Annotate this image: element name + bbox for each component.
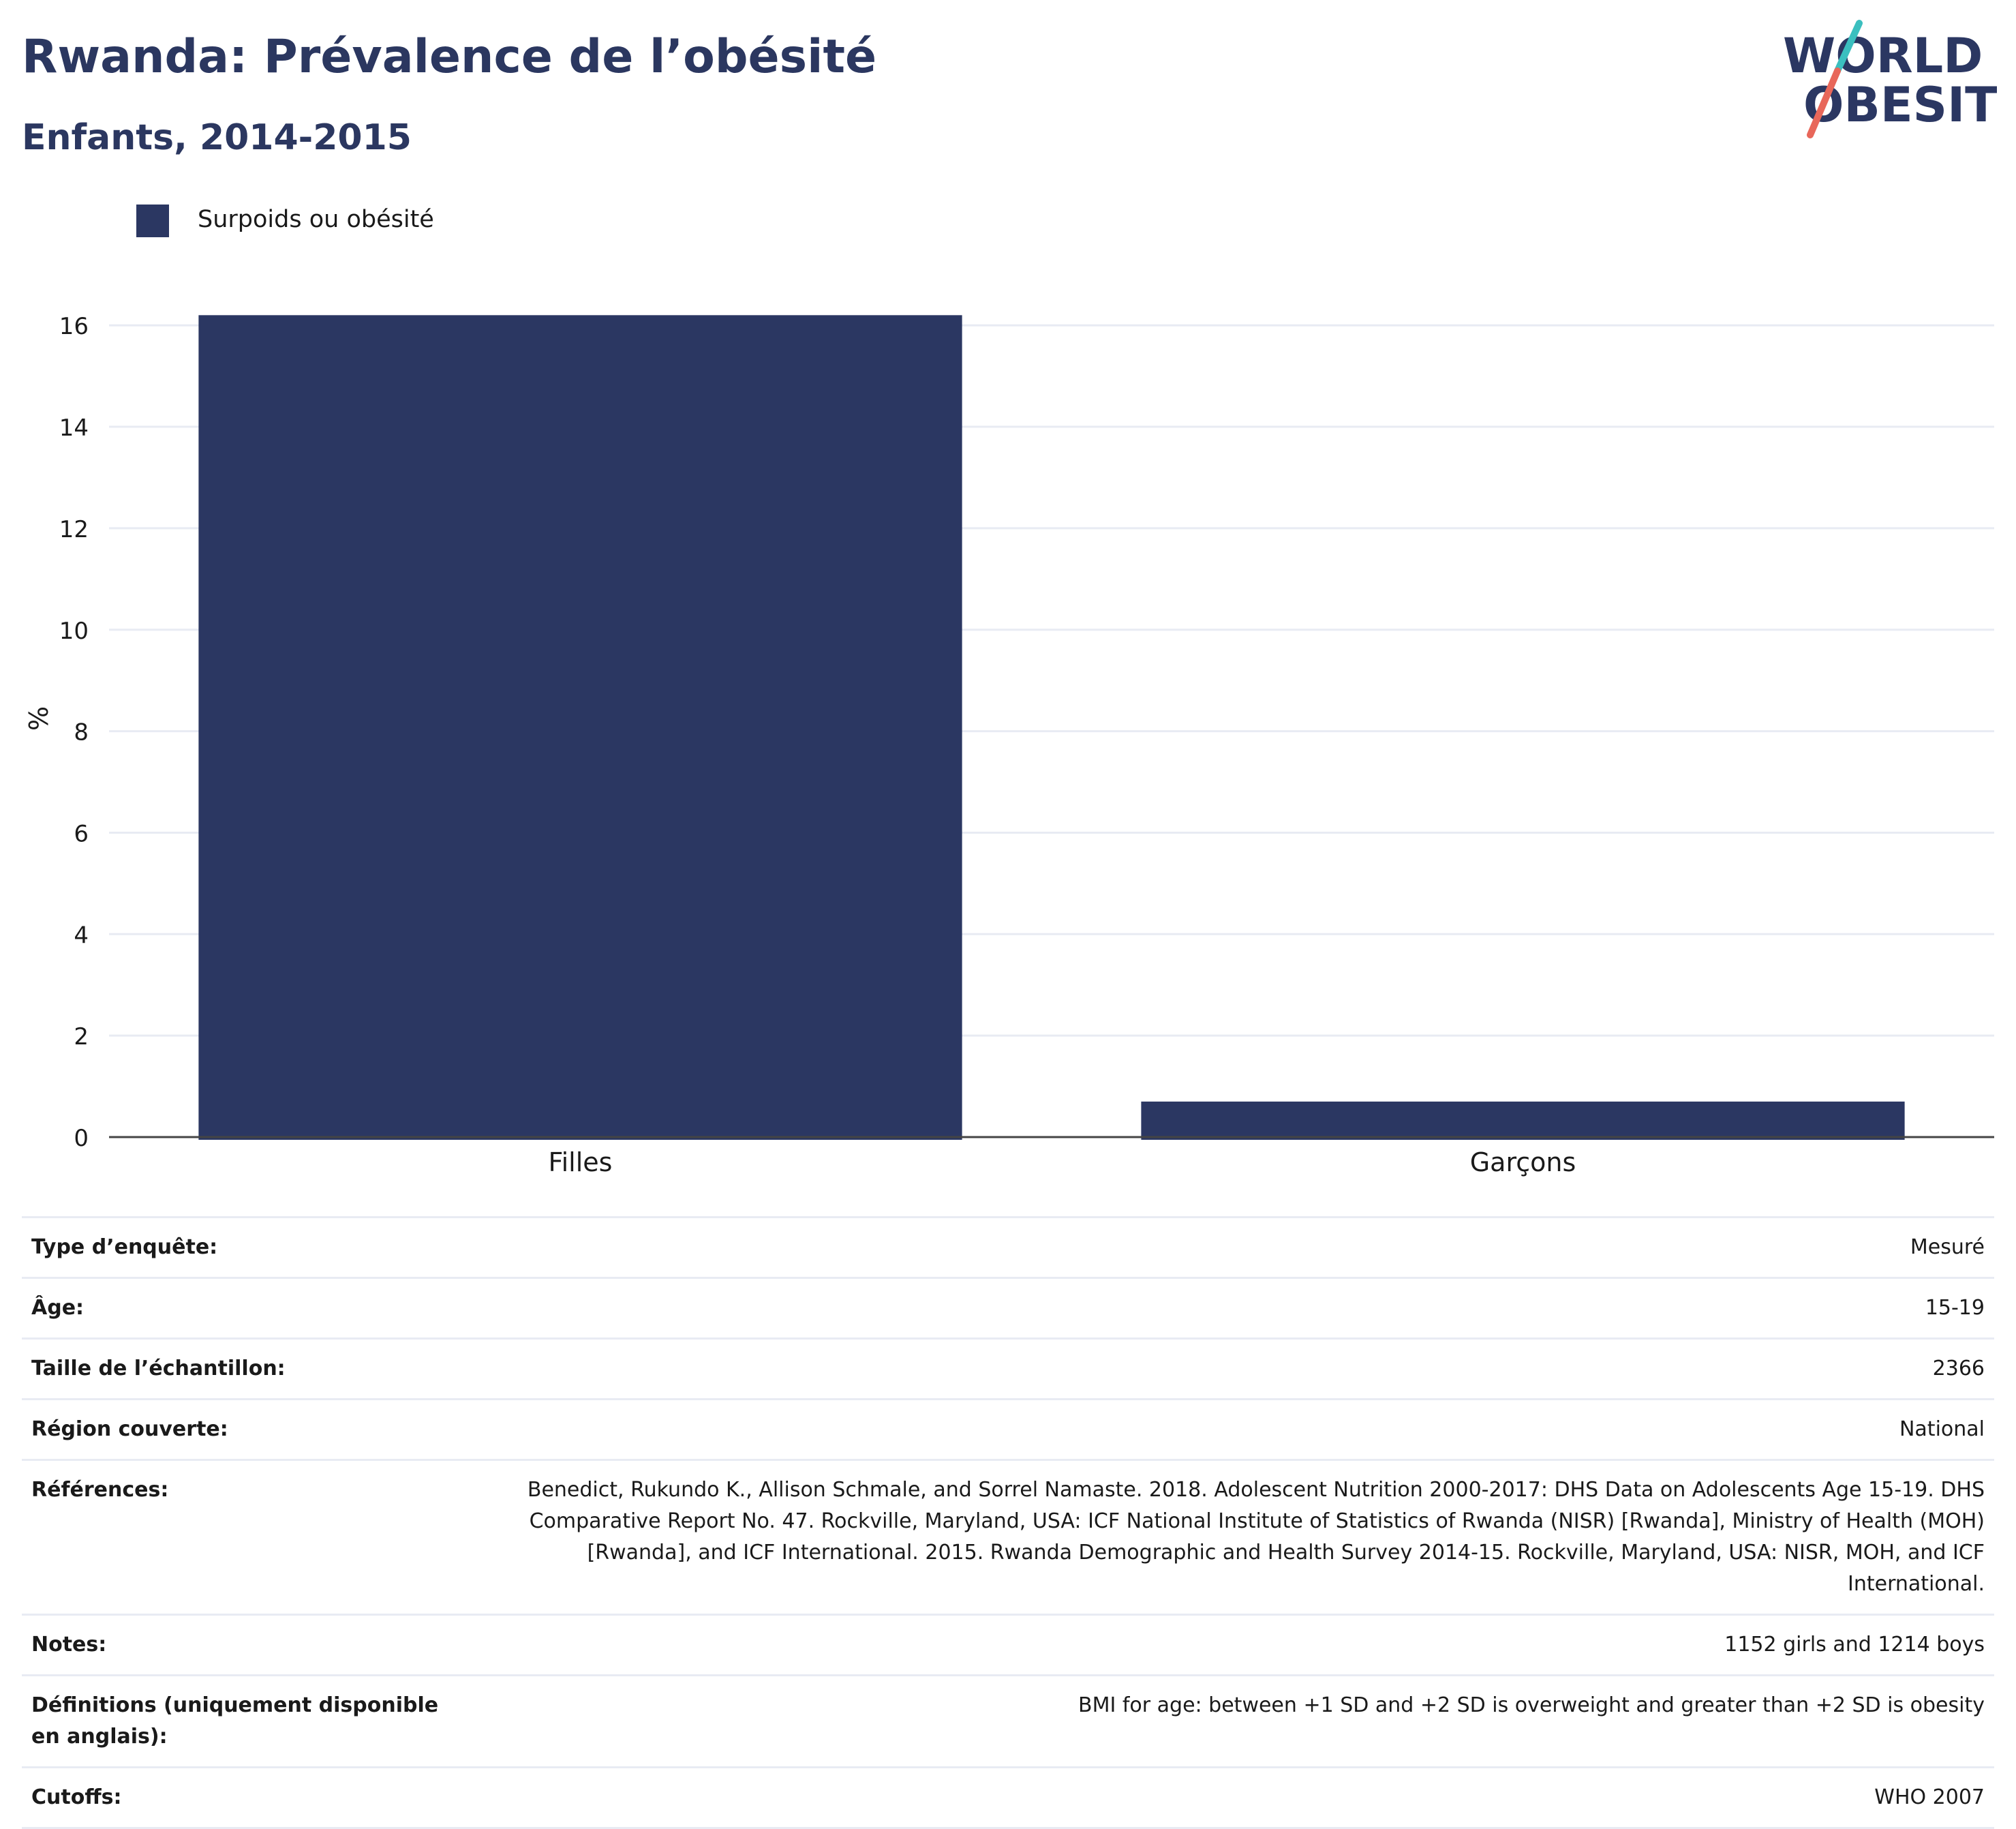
info-value: Mesuré [470,1216,1994,1279]
info-row: Cutoffs: WHO 2007 [22,1767,1994,1829]
info-value: National [470,1399,1994,1461]
logo-slash-top [1834,20,1863,74]
bar-chart: 0 2 4 6 8 10 12 14 16% Filles Garçons [24,313,1994,1177]
info-value: 2366 [470,1338,1994,1400]
info-label: Âge: [22,1278,470,1340]
info-value: BMI for age: between +1 SD and +2 SD is … [470,1675,1994,1768]
y-tick-label: 14 [59,414,89,442]
legend-swatch [136,205,169,237]
y-tick-label: 0 [74,1125,89,1152]
y-tick-label: 10 [59,618,89,645]
survey-info-table: Type d’enquête: Mesuré Âge: 15-19 Taille de … [22,1216,1994,1829]
info-row: Âge: 15-19 [22,1278,1994,1340]
page-title: Rwanda: Prévalence de l’obésité [22,30,877,84]
y-tick-label: 12 [59,516,89,543]
bar-1 [1141,1101,1905,1140]
info-label: Notes: [22,1614,470,1676]
info-label: Cutoffs: [22,1767,470,1829]
info-value: Benedict, Rukundo K., Allison Schmale, a… [470,1460,1994,1616]
info-label: Références: [22,1460,470,1616]
x-tick-label: Filles [549,1147,613,1177]
x-tick-label: Garçons [1470,1147,1576,1177]
y-tick-label: 6 [74,820,89,847]
legend-label: Surpoids ou obésité [198,206,434,233]
info-row: Taille de l’échantillon: 2366 [22,1338,1994,1400]
info-row: Références: Benedict, Rukundo K., Allison… [22,1460,1994,1616]
y-tick-label: 16 [59,313,89,340]
info-value: WHO 2007 [470,1767,1994,1829]
info-label: Taille de l’échantillon: [22,1338,470,1400]
info-label: Région couverte: [22,1399,470,1461]
y-axis-label: % [24,706,54,731]
info-row: Définitions (uniquement disponible en an… [22,1675,1994,1768]
info-value: 15-19 [470,1278,1994,1340]
info-value: 1152 girls and 1214 boys [470,1614,1994,1676]
y-tick-label: 4 [74,922,89,949]
y-tick-label: 2 [74,1023,89,1050]
logo-text-world: WORLD [1783,28,1983,84]
bar-0 [198,315,962,1140]
logo-slash-bottom [1807,67,1841,138]
world-obesity-logo: WORLD OBESITY [1783,20,1997,138]
logo-text-obesity: OBESITY [1803,77,1997,133]
info-label: Définitions (uniquement disponible en an… [22,1675,470,1768]
info-label: Type d’enquête: [22,1216,470,1279]
info-row: Notes: 1152 girls and 1214 boys [22,1614,1994,1676]
info-row: Région couverte: National [22,1399,1994,1461]
y-tick-label: 8 [74,719,89,746]
page-subtitle: Enfants, 2014-2015 [22,117,412,158]
info-row: Type d’enquête: Mesuré [22,1216,1994,1279]
